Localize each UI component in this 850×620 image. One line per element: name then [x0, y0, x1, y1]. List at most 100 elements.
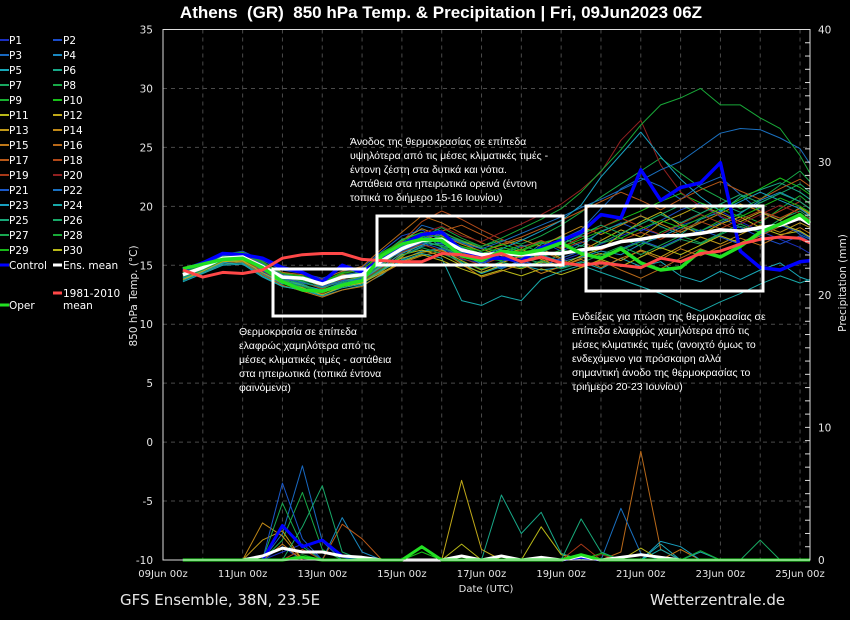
y-tick-label: 10: [140, 319, 153, 331]
legend-label: P11: [9, 110, 29, 122]
legend-item-p16: P16: [53, 140, 83, 152]
legend-item-p18: P18: [53, 155, 83, 167]
legend-label: P5: [9, 65, 22, 77]
legend-item-p19: P19: [0, 170, 29, 182]
axes: 35 30 25 20 15 10 5 0 -5 -10 40 30 20 10 0 09Jun 00z 11J…: [136, 25, 832, 581]
annotation-line: σημαντική άνοδο της θερμοκρασίας το: [572, 367, 750, 379]
y-tick-label: 0: [146, 437, 153, 449]
x-tick-label: 11Jun 00z: [218, 569, 268, 580]
annotation-line: έντονη ζέστη στα δυτικά και νότια.: [350, 164, 507, 176]
x-tick-label: 19Jun 00z: [536, 569, 586, 580]
x-tick-label: 25Jun 00z: [775, 569, 825, 580]
annotation-line: επίπεδα ελαφρώς χαμηλότερα από τις: [572, 325, 749, 337]
y2-tick-label: 20: [818, 290, 831, 302]
temp-line-p24: [182, 253, 811, 312]
legend-label: P6: [63, 65, 76, 77]
legend-item-p28: P28: [53, 230, 83, 242]
legend-item-p30: P30: [53, 245, 83, 257]
legend-label: P14: [63, 125, 83, 137]
legend-item-p23: P23: [0, 200, 29, 212]
legend-item-p14: P14: [53, 125, 83, 137]
annotation-line: τριήμερο 20-23 Ιουνίου): [572, 381, 683, 393]
legend-label: 1981-2010: [63, 288, 120, 300]
legend-item-ens-mean: Ens. mean: [53, 260, 118, 272]
temp-line-p27: [182, 212, 811, 292]
legend-item-p26: P26: [53, 215, 83, 227]
annotation-line: Αστάθεια στα ηπειρωτικά ορεινά (έντονη: [350, 178, 537, 190]
legend-label: P21: [9, 185, 29, 197]
legend-item-p21: P21: [0, 185, 29, 197]
temperature-lines: [182, 87, 812, 312]
temp-line-1981-2010-mean: [182, 235, 811, 279]
legend-label: P8: [63, 80, 76, 92]
annotation-line: Θερμοκρασία σε επίπεδα: [239, 326, 357, 338]
legend-item-p3: P3: [0, 50, 22, 62]
temp-line-p22: [182, 128, 811, 283]
x-tick-label: 13Jun 00z: [298, 569, 348, 580]
annotation-line: ενδεχόμενο για πρόσκαιρη αλλά: [572, 353, 721, 365]
annotation-line: ελαφρώς χαμηλότερα από τις: [239, 340, 375, 352]
legend-label: P24: [63, 200, 83, 212]
y-tick-label: -10: [136, 555, 153, 567]
temp-line-p29: [182, 197, 811, 284]
legend-label: P10: [63, 95, 83, 107]
y-tick-label: 5: [146, 378, 153, 390]
y-tick-label: 25: [140, 142, 153, 154]
legend-label: Control: [9, 260, 47, 272]
legend-label: P22: [63, 185, 83, 197]
legend-label: P12: [63, 110, 83, 122]
source-credit: Wetterzentrale.de: [650, 591, 785, 609]
y-axis-label: 850 hPa Temp. (°C): [128, 245, 140, 346]
legend-item-p10: P10: [53, 95, 83, 107]
legend-item-p17: P17: [0, 155, 29, 167]
annotation-line: υψηλότερα από τις μέσες κλιματικές τιμές…: [350, 150, 549, 162]
legend-item-p5: P5: [0, 65, 22, 77]
x-tick-label: 17Jun 00z: [457, 569, 507, 580]
legend-label: P16: [63, 140, 83, 152]
legend-item-p15: P15: [0, 140, 29, 152]
legend-item-p7: P7: [0, 80, 22, 92]
legend-item-p29: P29: [0, 245, 29, 257]
legend-item-oper: Oper: [0, 300, 35, 312]
legend-label: Oper: [9, 300, 35, 312]
legend-item-p24: P24: [53, 200, 83, 212]
annotation-left: Θερμοκρασία σε επίπεδα ελαφρώς χαμηλότερ…: [239, 326, 391, 394]
legend-label: P19: [9, 170, 29, 182]
annotation-line: στα ηπειρωτικά (τοπικά έντονα: [239, 368, 381, 380]
legend-item-p4: P4: [53, 50, 76, 62]
legend-item-p12: P12: [53, 110, 83, 122]
legend-label: P4: [63, 50, 76, 62]
legend-label: Ens. mean: [63, 260, 118, 272]
legend-item-p1: P1: [0, 35, 22, 47]
legend-label: P7: [9, 80, 22, 92]
x-tick-label: 23Jun 00z: [696, 569, 746, 580]
legend-item-p22: P22: [53, 185, 83, 197]
legend-label: P18: [63, 155, 83, 167]
annotation-line: φαινόμενα): [239, 382, 291, 394]
legend-label: P26: [63, 215, 83, 227]
legend-label: P25: [9, 215, 29, 227]
annotation-line: Άνοδος της θερμοκρασίας σε επίπεδα: [350, 136, 526, 148]
y-tick-label: 20: [140, 201, 153, 213]
annotation-middle: Άνοδος της θερμοκρασίας σε επίπεδα υψηλό…: [350, 136, 549, 204]
annotation-line: μέσες κλιματικές τιμές (ανοιχτό όμως το: [572, 339, 756, 351]
annotation-right: Ενδείξεις για πτώση της θερμοκρασίας σε …: [572, 311, 766, 393]
legend-label: P23: [9, 200, 29, 212]
temp-line-oper: [182, 212, 812, 293]
legend-label: P13: [9, 125, 29, 137]
legend-item-control: Control: [0, 260, 47, 272]
y-tick-label: 35: [140, 25, 153, 37]
y-tick-label: 30: [140, 83, 153, 95]
legend-label: P2: [63, 35, 76, 47]
legend-label: P28: [63, 230, 83, 242]
legend-label: P1: [9, 35, 22, 47]
legend-label: P15: [9, 140, 29, 152]
highlight-box-middle: [375, 214, 565, 267]
legend-label: P30: [63, 245, 83, 257]
legend-item-p25: P25: [0, 215, 29, 227]
x-tick-label: 09Jun 00z: [138, 569, 188, 580]
highlight-box-right: [584, 204, 765, 293]
